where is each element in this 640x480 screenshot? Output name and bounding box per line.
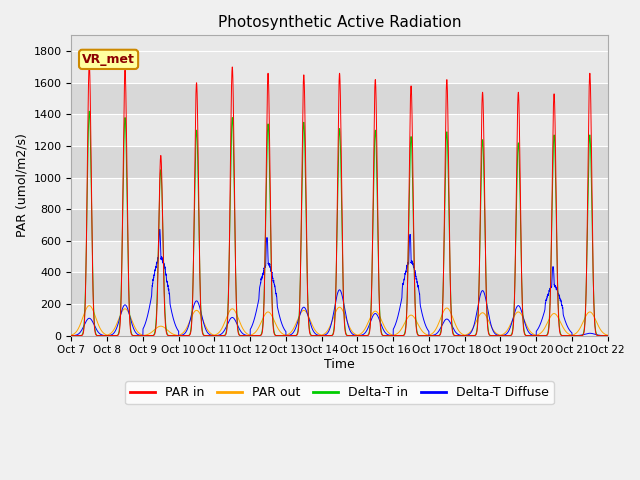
Bar bbox=[72, 209, 608, 241]
Bar bbox=[72, 83, 608, 114]
X-axis label: Time: Time bbox=[324, 358, 355, 371]
Bar bbox=[72, 273, 608, 304]
Y-axis label: PAR (umol/m2/s): PAR (umol/m2/s) bbox=[15, 133, 28, 238]
Bar bbox=[72, 241, 608, 273]
Bar bbox=[72, 114, 608, 146]
Text: VR_met: VR_met bbox=[82, 53, 135, 66]
Bar bbox=[72, 51, 608, 83]
Title: Photosynthetic Active Radiation: Photosynthetic Active Radiation bbox=[218, 15, 461, 30]
Bar bbox=[72, 304, 608, 336]
Bar bbox=[72, 146, 608, 178]
Bar bbox=[72, 178, 608, 209]
Legend: PAR in, PAR out, Delta-T in, Delta-T Diffuse: PAR in, PAR out, Delta-T in, Delta-T Dif… bbox=[125, 382, 554, 405]
